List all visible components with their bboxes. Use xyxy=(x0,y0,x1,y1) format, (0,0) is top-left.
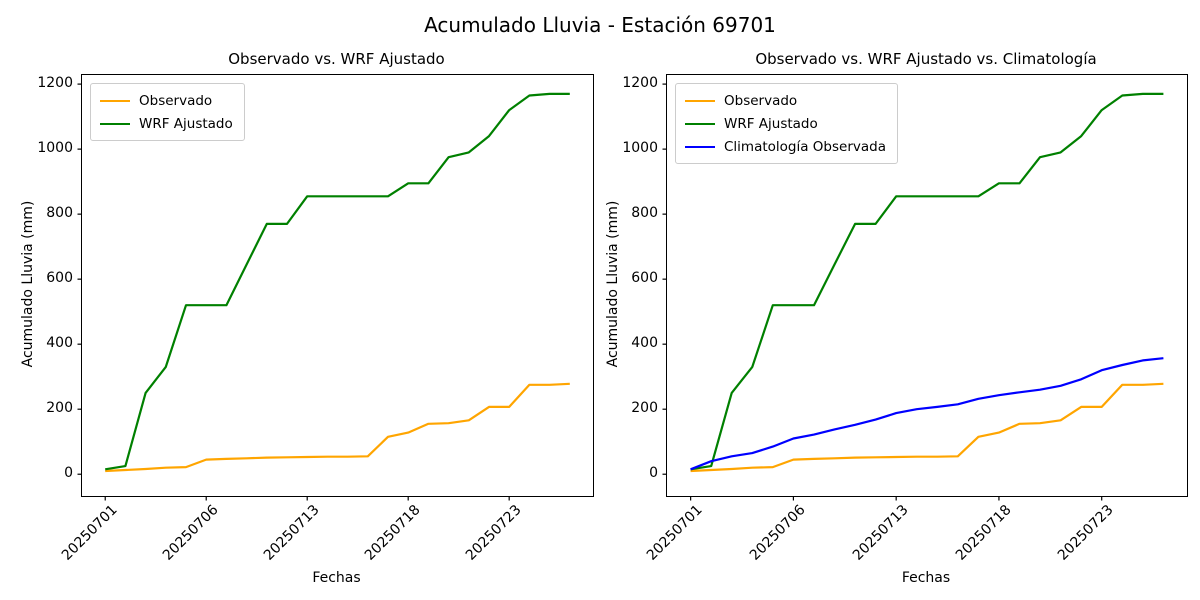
y-tick-label: 200 xyxy=(631,400,658,417)
y-tick-label: 800 xyxy=(631,205,658,222)
x-tick-label: 20250713 xyxy=(849,502,912,564)
legend-label: WRF Ajustado xyxy=(724,115,818,132)
left-chart-axes: Observado WRF Ajustado xyxy=(77,74,594,501)
left-x-axis-label: Fechas xyxy=(312,570,361,586)
legend: Observado WRF Ajustado xyxy=(90,83,245,141)
right-chart-axes: Observado WRF Ajustado Climatología Observ… xyxy=(662,74,1188,501)
series-line-wrf-ajustado xyxy=(690,92,1164,471)
legend-entry: Climatología Observada xyxy=(685,135,886,158)
y-tick-label: 1200 xyxy=(622,75,658,92)
left-chart-title: Observado vs. WRF Ajustado xyxy=(228,50,445,68)
right-chart-title: Observado vs. WRF Ajustado vs. Climatolo… xyxy=(755,50,1097,68)
y-tick-label: 600 xyxy=(631,270,658,287)
legend-line-swatch xyxy=(100,122,130,125)
x-tick-label: 20250706 xyxy=(159,502,222,564)
plot-area xyxy=(662,83,1164,501)
y-tick-label: 1200 xyxy=(37,75,73,92)
series-line-wrf-ajustado xyxy=(105,92,570,471)
x-tick-label: 20250723 xyxy=(1055,502,1118,564)
y-tick-label: 1000 xyxy=(622,140,658,157)
y-tick-label: 0 xyxy=(64,465,73,482)
right-y-axis-label: Acumulado Lluvia (mm) xyxy=(605,200,621,368)
legend: Observado WRF Ajustado Climatología Observ… xyxy=(675,83,898,164)
y-tick-label: 600 xyxy=(46,270,73,287)
series-line-climatolog-a-observada xyxy=(690,357,1164,471)
series-line-observado xyxy=(690,382,1164,473)
legend-line-swatch xyxy=(685,99,715,102)
legend-entry: WRF Ajustado xyxy=(685,112,886,135)
x-tick-label: 20250718 xyxy=(361,502,424,564)
y-tick-label: 200 xyxy=(46,400,73,417)
figure-title: Acumulado Lluvia - Estación 69701 xyxy=(424,13,776,37)
x-tick-label: 20250723 xyxy=(462,502,525,564)
y-tick-label: 0 xyxy=(649,465,658,482)
legend-label: Climatología Observada xyxy=(724,138,886,155)
y-tick-label: 1000 xyxy=(37,140,73,157)
x-tick-label: 20250718 xyxy=(952,502,1015,564)
x-tick-label: 20250706 xyxy=(747,502,809,564)
legend-entry: Observado xyxy=(100,89,233,112)
y-tick-label: 800 xyxy=(46,205,73,222)
x-tick-label: 20250701 xyxy=(644,502,706,564)
legend-line-swatch xyxy=(685,145,715,148)
legend-label: Observado xyxy=(139,92,213,109)
legend-entry: Observado xyxy=(685,89,886,112)
plot-area xyxy=(77,83,570,501)
legend-label: WRF Ajustado xyxy=(139,115,233,132)
series-line-observado xyxy=(105,382,570,473)
y-tick-label: 400 xyxy=(631,335,658,352)
x-tick-label: 20250713 xyxy=(260,502,323,564)
right-x-axis-label: Fechas xyxy=(901,570,951,586)
left-y-axis-label: Acumulado Lluvia (mm) xyxy=(20,200,36,368)
legend-line-swatch xyxy=(100,99,130,102)
legend-label: Observado xyxy=(724,92,798,109)
legend-entry: WRF Ajustado xyxy=(100,112,233,135)
x-tick-label: 20250701 xyxy=(58,502,121,564)
y-tick-label: 400 xyxy=(46,335,73,352)
legend-line-swatch xyxy=(685,122,715,125)
